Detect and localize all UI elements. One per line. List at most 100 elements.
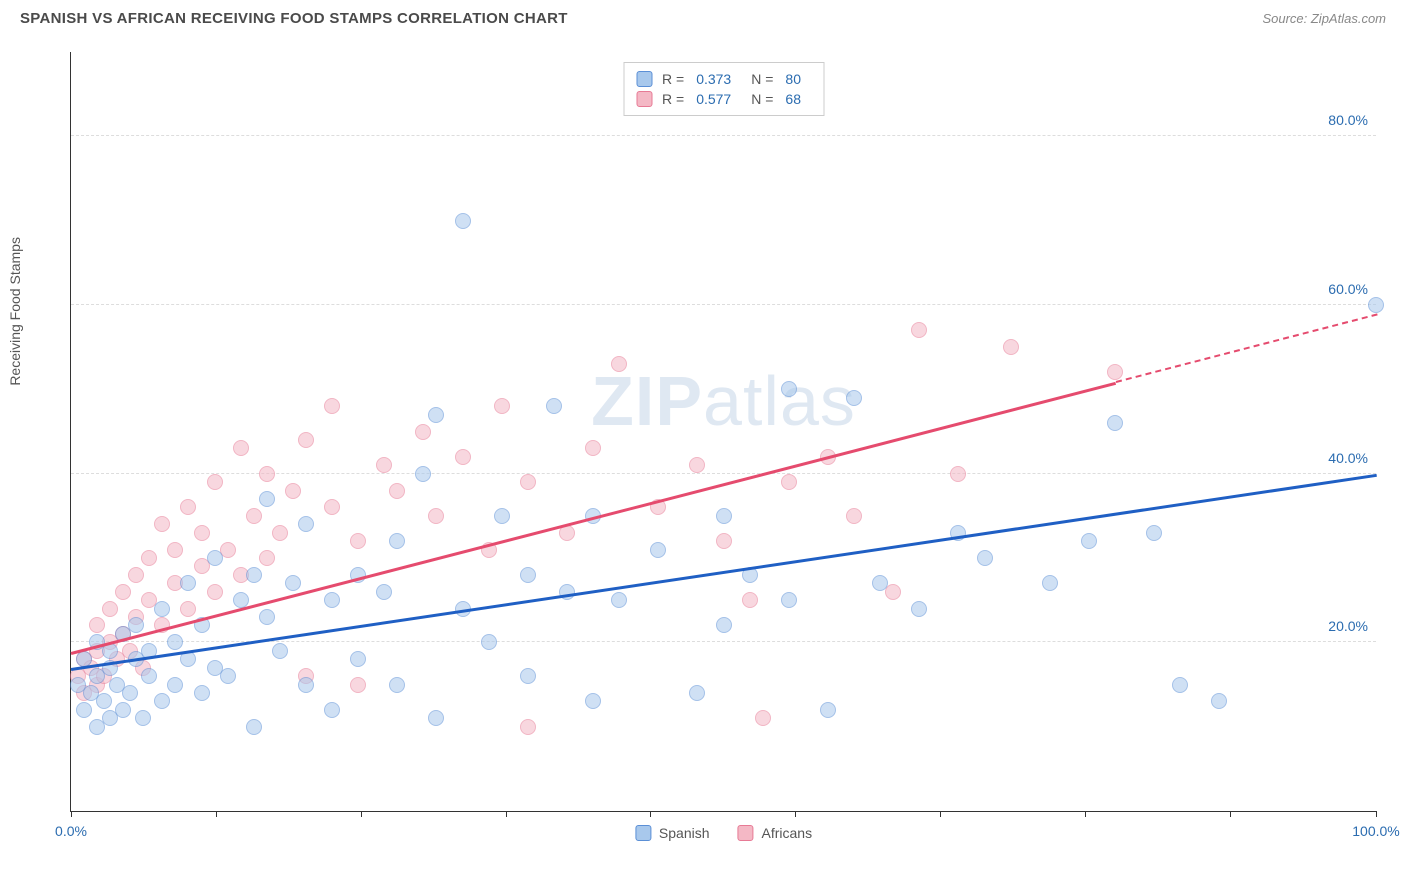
- scatter-point-spanish: [716, 508, 732, 524]
- scatter-point-africans: [455, 449, 471, 465]
- x-tick-label: 100.0%: [1352, 823, 1399, 839]
- scatter-point-africans: [89, 617, 105, 633]
- x-tick: [1376, 811, 1377, 817]
- scatter-point-spanish: [820, 702, 836, 718]
- legend-label: Spanish: [659, 825, 710, 841]
- scatter-point-spanish: [324, 592, 340, 608]
- n-value: 68: [785, 91, 801, 107]
- x-tick-label: 0.0%: [55, 823, 87, 839]
- gridline: [71, 135, 1376, 136]
- scatter-point-spanish: [520, 668, 536, 684]
- x-tick: [361, 811, 362, 817]
- scatter-point-africans: [180, 601, 196, 617]
- scatter-point-africans: [324, 398, 340, 414]
- y-axis-label: Receiving Food Stamps: [7, 237, 23, 386]
- x-tick: [650, 811, 651, 817]
- scatter-point-spanish: [246, 719, 262, 735]
- scatter-point-spanish: [220, 668, 236, 684]
- n-value: 80: [785, 71, 801, 87]
- scatter-point-africans: [1003, 339, 1019, 355]
- x-tick: [1230, 811, 1231, 817]
- scatter-point-africans: [285, 483, 301, 499]
- scatter-point-spanish: [977, 550, 993, 566]
- n-label: N =: [751, 71, 773, 87]
- legend-row: R = 0.577 N = 68: [636, 89, 811, 109]
- legend-swatch-icon: [738, 825, 754, 841]
- scatter-point-africans: [167, 542, 183, 558]
- scatter-point-africans: [950, 466, 966, 482]
- scatter-point-africans: [207, 584, 223, 600]
- scatter-point-spanish: [716, 617, 732, 633]
- n-label: N =: [751, 91, 773, 107]
- scatter-point-spanish: [154, 601, 170, 617]
- scatter-point-spanish: [546, 398, 562, 414]
- scatter-point-spanish: [207, 550, 223, 566]
- scatter-point-africans: [259, 550, 275, 566]
- chart-container: Receiving Food Stamps ZIPatlas R = 0.373…: [20, 42, 1386, 862]
- scatter-point-spanish: [428, 407, 444, 423]
- scatter-point-africans: [272, 525, 288, 541]
- scatter-point-spanish: [324, 702, 340, 718]
- scatter-point-africans: [611, 356, 627, 372]
- scatter-point-spanish: [122, 685, 138, 701]
- scatter-point-spanish: [167, 634, 183, 650]
- x-tick: [216, 811, 217, 817]
- scatter-point-africans: [350, 677, 366, 693]
- scatter-point-spanish: [259, 491, 275, 507]
- scatter-point-spanish: [1146, 525, 1162, 541]
- r-value: 0.373: [696, 71, 731, 87]
- scatter-point-spanish: [689, 685, 705, 701]
- scatter-point-africans: [755, 710, 771, 726]
- series-legend: Spanish Africans: [635, 825, 812, 841]
- legend-item: Spanish: [635, 825, 710, 841]
- scatter-point-spanish: [455, 213, 471, 229]
- scatter-point-africans: [846, 508, 862, 524]
- source-attribution: Source: ZipAtlas.com: [1262, 11, 1386, 26]
- scatter-point-spanish: [285, 575, 301, 591]
- scatter-point-spanish: [1042, 575, 1058, 591]
- x-tick: [71, 811, 72, 817]
- r-label: R =: [662, 91, 684, 107]
- scatter-point-spanish: [298, 516, 314, 532]
- scatter-point-africans: [115, 584, 131, 600]
- scatter-point-spanish: [180, 575, 196, 591]
- legend-label: Africans: [762, 825, 813, 841]
- x-tick: [506, 811, 507, 817]
- scatter-point-africans: [389, 483, 405, 499]
- scatter-point-africans: [520, 474, 536, 490]
- scatter-point-africans: [716, 533, 732, 549]
- y-tick-label: 20.0%: [1328, 618, 1368, 634]
- legend-item: Africans: [738, 825, 813, 841]
- scatter-point-spanish: [194, 685, 210, 701]
- scatter-point-spanish: [781, 381, 797, 397]
- y-tick-label: 60.0%: [1328, 281, 1368, 297]
- scatter-point-spanish: [272, 643, 288, 659]
- scatter-point-spanish: [415, 466, 431, 482]
- y-tick-label: 80.0%: [1328, 112, 1368, 128]
- scatter-point-africans: [141, 550, 157, 566]
- scatter-point-africans: [246, 508, 262, 524]
- scatter-point-spanish: [1172, 677, 1188, 693]
- scatter-point-spanish: [96, 693, 112, 709]
- scatter-point-spanish: [389, 533, 405, 549]
- gridline: [71, 641, 1376, 642]
- scatter-point-spanish: [911, 601, 927, 617]
- gridline: [71, 304, 1376, 305]
- watermark-rest: atlas: [703, 362, 856, 440]
- scatter-point-africans: [415, 424, 431, 440]
- scatter-point-africans: [298, 432, 314, 448]
- correlation-legend: R = 0.373 N = 80 R = 0.577 N = 68: [623, 62, 824, 116]
- scatter-point-spanish: [135, 710, 151, 726]
- scatter-point-africans: [520, 719, 536, 735]
- scatter-point-africans: [350, 533, 366, 549]
- scatter-point-africans: [259, 466, 275, 482]
- scatter-point-spanish: [128, 617, 144, 633]
- scatter-point-spanish: [428, 710, 444, 726]
- scatter-point-africans: [376, 457, 392, 473]
- watermark: ZIPatlas: [591, 361, 856, 441]
- x-tick: [795, 811, 796, 817]
- scatter-point-spanish: [1368, 297, 1384, 313]
- scatter-point-africans: [102, 601, 118, 617]
- x-tick: [1085, 811, 1086, 817]
- plot-area: ZIPatlas R = 0.373 N = 80 R = 0.577 N = …: [70, 52, 1376, 812]
